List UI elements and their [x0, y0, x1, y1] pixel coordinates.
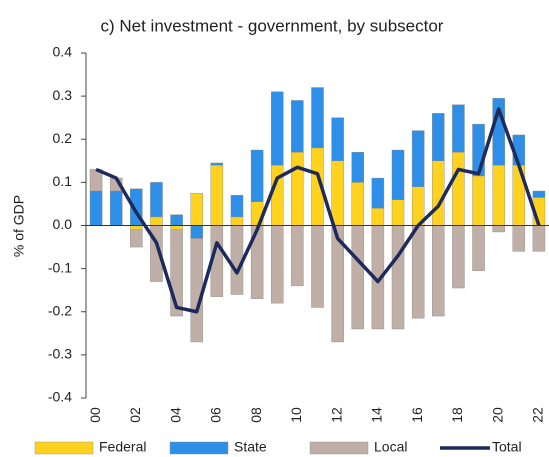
- bar: [331, 117, 344, 162]
- bar: [250, 149, 264, 202]
- bar: [210, 162, 224, 166]
- bar: [311, 225, 324, 308]
- x-tick-label: 06: [208, 407, 224, 423]
- bar: [371, 208, 385, 226]
- legend-swatch: [169, 441, 229, 455]
- bar: [190, 192, 203, 226]
- bar: [371, 177, 385, 209]
- bar: [472, 175, 485, 226]
- bar: [532, 225, 546, 252]
- bar: [432, 225, 445, 317]
- bar: [230, 195, 244, 218]
- bar: [190, 225, 203, 239]
- bar: [452, 151, 465, 226]
- bar: [150, 216, 163, 226]
- bar: [351, 225, 365, 330]
- x-tick-label: 02: [127, 407, 143, 423]
- x-tick-label: 10: [288, 407, 304, 423]
- legend-swatch: [309, 441, 369, 455]
- bar: [331, 160, 344, 226]
- x-tick-label: 14: [369, 407, 385, 423]
- bar: [170, 225, 183, 231]
- x-tick-label: 18: [449, 407, 465, 423]
- bar: [512, 225, 526, 252]
- y-tick-label: 0.0: [53, 216, 73, 232]
- x-tick-label: 20: [489, 407, 505, 423]
- x-tick-label: 22: [530, 407, 546, 423]
- legend-label: Federal: [99, 439, 146, 455]
- bar: [351, 151, 365, 183]
- bar: [391, 199, 405, 226]
- bar: [291, 151, 304, 226]
- legend-label: State: [234, 439, 267, 455]
- bar: [411, 130, 425, 187]
- x-tick-label: 00: [87, 407, 103, 423]
- bar: [311, 87, 324, 149]
- bar: [271, 225, 284, 304]
- y-tick-label: 0.1: [53, 173, 73, 189]
- bar: [492, 164, 505, 226]
- bar: [150, 182, 163, 218]
- bar: [130, 229, 143, 248]
- y-axis-label: % of GDP: [11, 195, 27, 257]
- x-tick-label: 04: [167, 407, 183, 423]
- bar: [432, 113, 445, 162]
- bar: [170, 214, 183, 226]
- bar: [391, 225, 405, 330]
- y-tick-label: -0.2: [48, 302, 72, 318]
- chart-title: c) Net investment - government, by subse…: [101, 16, 444, 35]
- bar: [109, 190, 123, 226]
- bar: [210, 164, 224, 226]
- bar: [452, 225, 465, 289]
- bar: [472, 225, 485, 271]
- y-tick-label: 0.2: [53, 130, 73, 146]
- y-tick-label: 0.3: [53, 87, 73, 103]
- bar: [190, 238, 203, 343]
- bar: [351, 182, 365, 226]
- y-tick-label: -0.3: [48, 346, 72, 362]
- bar: [452, 104, 465, 153]
- y-tick-label: -0.4: [48, 389, 72, 405]
- bar: [230, 216, 244, 226]
- bar: [89, 190, 103, 226]
- y-tick-label: 0.4: [53, 44, 73, 60]
- bar: [432, 160, 445, 226]
- y-tick-label: -0.1: [48, 259, 72, 275]
- bar: [391, 149, 405, 200]
- bar: [130, 225, 143, 231]
- x-tick-label: 08: [248, 407, 264, 423]
- x-tick-label: 12: [328, 407, 344, 423]
- bar: [532, 190, 546, 198]
- bar: [291, 100, 304, 153]
- legend-label: Local: [374, 439, 407, 455]
- legend-label: Total: [492, 439, 522, 455]
- x-tick-label: 16: [409, 407, 425, 423]
- bar: [291, 225, 304, 287]
- legend-swatch: [34, 441, 94, 455]
- bar: [271, 91, 284, 166]
- bar: [411, 225, 425, 319]
- bar: [492, 225, 505, 233]
- line: [95, 107, 541, 314]
